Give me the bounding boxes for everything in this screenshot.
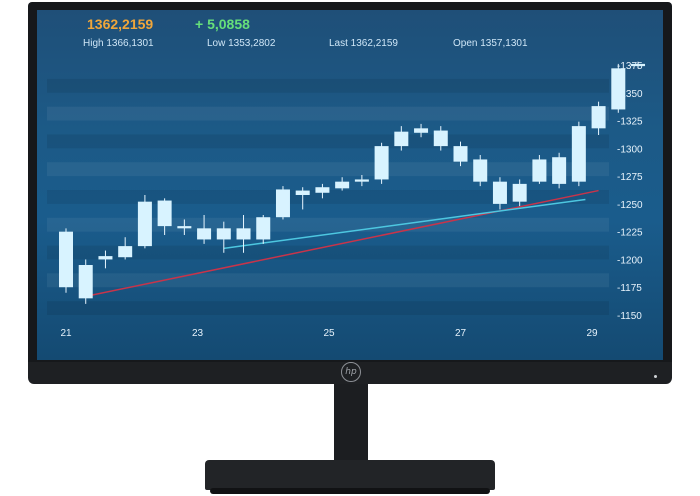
- ticker-price: 1362,2159: [87, 16, 154, 32]
- x-tick-label: 25: [323, 328, 335, 339]
- candle-body: [335, 181, 350, 189]
- monitor-neck: [334, 384, 368, 462]
- grid-band: [47, 134, 609, 149]
- candlestick-chart: -1375 -1350 -1325 -1300 -1275 -1250 -1225 -1200…: [47, 61, 646, 339]
- y-tick-label: -1300: [617, 144, 643, 155]
- grid-band: [47, 273, 609, 288]
- grid-band: [47, 78, 609, 93]
- x-tick-label: 29: [586, 328, 598, 339]
- y-tick-label: -1350: [617, 89, 643, 100]
- candle-body: [631, 63, 646, 67]
- candle-body: [59, 231, 73, 288]
- trendline: [223, 198, 586, 250]
- x-tick-label: 27: [455, 328, 467, 339]
- y-tick-label: -1375: [617, 61, 643, 72]
- candle-body: [473, 159, 488, 182]
- candle-body: [236, 228, 251, 240]
- ticker-change: + 5,0858: [195, 16, 250, 32]
- candle-body: [177, 226, 192, 229]
- y-tick-label: -1175: [617, 283, 642, 294]
- power-led-icon: [654, 375, 657, 378]
- candle-body: [453, 146, 468, 162]
- candle-body: [216, 228, 231, 240]
- monitor-screen: -1375 -1350 -1325 -1300 -1275 -1250 -1225 -1200…: [37, 10, 663, 360]
- y-tick-label: -1250: [617, 200, 643, 211]
- candle-body: [256, 217, 271, 240]
- candle-body: [137, 201, 152, 247]
- grid-band: [47, 190, 609, 204]
- hp-logo: hp: [341, 362, 361, 382]
- candle-body: [78, 265, 93, 299]
- candle-body: [532, 159, 547, 182]
- ticker-low: Low 1353,2802: [207, 38, 276, 49]
- candle-body: [414, 128, 429, 133]
- trendline: [92, 189, 599, 296]
- candle-body: [275, 189, 290, 218]
- candle-body: [552, 157, 567, 184]
- candle-body: [374, 146, 389, 180]
- monitor-stand-base: [205, 460, 495, 490]
- x-tick-label: 23: [192, 328, 204, 339]
- candle-body: [354, 179, 369, 182]
- candle-body: [295, 190, 310, 195]
- y-tick-label: -1275: [617, 172, 643, 183]
- grid-band: [47, 106, 609, 121]
- candle-body: [433, 130, 448, 147]
- candle-body: [512, 183, 527, 202]
- x-tick-label: 21: [60, 328, 72, 339]
- candle-body: [315, 187, 330, 193]
- candle-body: [394, 131, 409, 147]
- candle-body: [118, 246, 133, 258]
- y-tick-label: -1200: [617, 255, 643, 266]
- ticker-last: Last 1362,2159: [329, 38, 398, 49]
- grid-band: [47, 301, 609, 315]
- candle-body: [98, 256, 113, 260]
- ticker-high: High 1366,1301: [83, 38, 154, 49]
- grid-band: [47, 245, 609, 260]
- candle-body: [492, 181, 507, 204]
- candle-body: [157, 200, 172, 227]
- grid-band: [47, 162, 609, 177]
- candle-body: [591, 106, 606, 129]
- candle-body: [197, 228, 212, 240]
- candle-body: [571, 126, 586, 182]
- candle-body: [611, 68, 626, 110]
- stand-shadow: [210, 488, 490, 494]
- grid-band: [47, 217, 609, 232]
- y-tick-label: -1225: [617, 228, 643, 239]
- ticker-open: Open 1357,1301: [453, 38, 528, 49]
- y-tick-label: -1325: [617, 117, 643, 128]
- y-tick-label: -1150: [617, 311, 642, 322]
